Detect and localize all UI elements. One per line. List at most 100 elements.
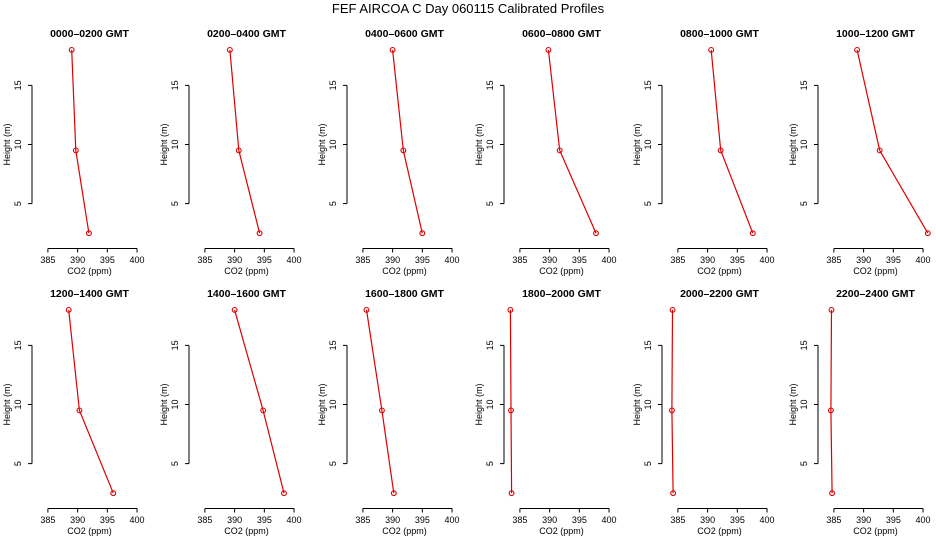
profile-line — [547, 49, 597, 234]
panel-0000-0200: 0000–0200 GMT 385 390 395 400 CO2 (ppm) 5 10 15 H… — [2, 28, 145, 276]
profile-line — [710, 49, 754, 234]
x-tick-label: 390 — [700, 515, 715, 525]
x-axis-label: CO2 (ppm) — [224, 526, 269, 536]
y-tick-label: 10 — [643, 399, 653, 409]
panel-0200-0400: 0200–0400 GMT 385 390 395 400 CO2 (ppm) 5 10 15 H… — [159, 28, 302, 276]
profile-point — [668, 407, 675, 414]
panel-title: 0000–0200 GMT — [50, 28, 129, 40]
y-tick-label: 15 — [485, 80, 495, 90]
profile-point — [828, 306, 835, 313]
profile-line — [234, 309, 285, 494]
x-tick-label: 385 — [40, 255, 55, 265]
y-tick-label: 10 — [170, 399, 180, 409]
y-tick-label: 15 — [799, 80, 809, 90]
y-axis-label: Height (m) — [2, 383, 12, 425]
y-axis-label: Height (m) — [632, 123, 642, 165]
x-axis-label: CO2 (ppm) — [67, 266, 112, 276]
panel-0800-1000: 0800–1000 GMT 385 390 395 400 CO2 (ppm) 5 10 15 H… — [632, 28, 775, 276]
y-axis-label: Height (m) — [159, 383, 169, 425]
x-tick-label: 385 — [826, 515, 841, 525]
figure-title: FEF AIRCOA C Day 060115 Calibrated Profi… — [331, 1, 605, 16]
y-tick-label: 15 — [328, 340, 338, 350]
x-tick-label: 400 — [916, 255, 931, 265]
x-tick-label: 400 — [287, 255, 302, 265]
x-tick-label: 390 — [227, 515, 242, 525]
profile-point — [708, 46, 715, 53]
panel-1800-2000: 1800–2000 GMT 385 390 395 400 CO2 (ppm) 5 10 15 H… — [474, 288, 617, 536]
y-tick-label: 10 — [13, 139, 23, 149]
y-axis-label: Height (m) — [788, 123, 798, 165]
x-tick-label: 385 — [670, 515, 685, 525]
profile-point — [231, 306, 238, 313]
x-tick-label: 390 — [856, 515, 871, 525]
profile-point — [76, 407, 83, 414]
x-tick-label: 390 — [70, 515, 85, 525]
y-axis-label: Height (m) — [159, 123, 169, 165]
x-tick-label: 400 — [760, 255, 775, 265]
y-tick-label: 10 — [328, 139, 338, 149]
x-tick-label: 390 — [227, 255, 242, 265]
profile-point — [507, 306, 514, 313]
profile-point — [593, 230, 599, 237]
y-tick-label: 10 — [170, 139, 180, 149]
panel-title: 1200–1400 GMT — [50, 288, 129, 300]
x-tick-label: 400 — [130, 255, 145, 265]
y-axis-label: Height (m) — [632, 383, 642, 425]
y-tick-label: 10 — [485, 399, 495, 409]
panel-title: 1600–1800 GMT — [365, 288, 444, 300]
x-tick-label: 390 — [542, 515, 557, 525]
y-tick-label: 5 — [328, 461, 338, 466]
x-tick-label: 400 — [130, 515, 145, 525]
y-tick-label: 5 — [485, 461, 495, 466]
panel-0400-0600: 0400–0600 GMT 385 390 395 400 CO2 (ppm) 5 10 15 H… — [317, 28, 460, 276]
profile-point — [508, 407, 514, 414]
x-axis-label: CO2 (ppm) — [539, 526, 584, 536]
x-tick-label: 385 — [355, 515, 370, 525]
panel-0600-0800: 0600–0800 GMT 385 390 395 400 CO2 (ppm) 5 10 15 H… — [474, 28, 617, 276]
profile-point — [545, 46, 552, 53]
x-axis-label: CO2 (ppm) — [697, 526, 742, 536]
panel-1000-1200: 1000–1200 GMT 385 390 395 400 CO2 (ppm) 5 10 15 H… — [788, 28, 931, 276]
profile-point — [110, 490, 117, 497]
x-axis-label: CO2 (ppm) — [853, 266, 898, 276]
x-tick-label: 400 — [760, 515, 775, 525]
y-tick-label: 10 — [799, 139, 809, 149]
y-tick-label: 5 — [799, 201, 809, 206]
y-tick-label: 15 — [170, 340, 180, 350]
x-tick-label: 395 — [415, 255, 430, 265]
y-tick-label: 15 — [13, 80, 23, 90]
y-axis-label: Height (m) — [2, 123, 12, 165]
x-axis-label: CO2 (ppm) — [697, 266, 742, 276]
y-tick-label: 15 — [643, 80, 653, 90]
x-tick-label: 400 — [287, 515, 302, 525]
x-tick-label: 385 — [197, 515, 212, 525]
y-tick-label: 5 — [643, 461, 653, 466]
profile-point — [669, 306, 676, 313]
y-tick-label: 15 — [170, 80, 180, 90]
profile-point — [400, 147, 407, 154]
x-tick-label: 390 — [700, 255, 715, 265]
x-tick-label: 390 — [70, 255, 85, 265]
profile-point — [924, 230, 931, 237]
x-tick-label: 385 — [512, 515, 527, 525]
x-tick-label: 395 — [730, 515, 745, 525]
panel-2000-2200: 2000–2200 GMT 385 390 395 400 CO2 (ppm) 5 10 15 H… — [632, 288, 775, 536]
y-tick-label: 5 — [13, 201, 23, 206]
profile-point — [281, 490, 287, 497]
profile-point — [85, 230, 92, 237]
profile-point — [829, 490, 836, 497]
profile-point — [717, 147, 724, 154]
panel-title: 0800–1000 GMT — [680, 28, 759, 40]
y-tick-label: 5 — [13, 461, 23, 466]
profile-point — [390, 490, 397, 497]
panel-title: 1400–1600 GMT — [207, 288, 286, 300]
y-axis-label: Height (m) — [317, 123, 327, 165]
profile-point — [72, 147, 79, 154]
y-axis-label: Height (m) — [474, 123, 484, 165]
profile-line — [71, 49, 90, 234]
x-tick-label: 395 — [572, 255, 587, 265]
y-axis-label: Height (m) — [788, 383, 798, 425]
y-tick-label: 10 — [799, 399, 809, 409]
profile-line — [671, 309, 674, 494]
x-axis-label: CO2 (ppm) — [853, 526, 898, 536]
